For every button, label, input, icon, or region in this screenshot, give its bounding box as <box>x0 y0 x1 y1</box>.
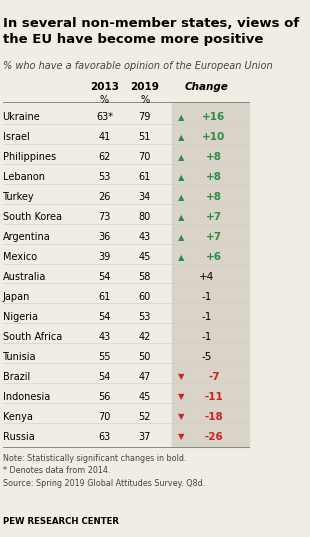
Text: Indonesia: Indonesia <box>2 392 50 402</box>
Text: ▼: ▼ <box>178 373 184 381</box>
Text: 2013: 2013 <box>90 82 119 92</box>
Text: 39: 39 <box>98 252 111 262</box>
Text: 60: 60 <box>139 292 151 302</box>
Text: -11: -11 <box>205 392 223 402</box>
Text: +16: +16 <box>202 112 225 122</box>
Text: 53: 53 <box>139 312 151 322</box>
Text: 61: 61 <box>139 172 151 182</box>
Text: -1: -1 <box>201 332 211 342</box>
Text: ▼: ▼ <box>178 393 184 401</box>
Text: -1: -1 <box>201 292 211 302</box>
Text: +6: +6 <box>206 252 222 262</box>
Text: 50: 50 <box>139 352 151 362</box>
Text: 56: 56 <box>98 392 111 402</box>
Text: 45: 45 <box>139 392 151 402</box>
Text: Brazil: Brazil <box>2 372 30 382</box>
Text: +7: +7 <box>206 232 222 242</box>
Text: Australia: Australia <box>2 272 46 282</box>
Text: Nigeria: Nigeria <box>2 312 38 322</box>
Text: -1: -1 <box>201 312 211 322</box>
Text: ▼: ▼ <box>178 432 184 441</box>
Text: ▲: ▲ <box>178 213 184 222</box>
Text: 52: 52 <box>139 412 151 422</box>
Text: 55: 55 <box>98 352 111 362</box>
Text: ▲: ▲ <box>178 173 184 182</box>
Text: +8: +8 <box>206 153 222 162</box>
Text: ▲: ▲ <box>178 233 184 242</box>
Text: 73: 73 <box>98 212 111 222</box>
Text: Russia: Russia <box>2 432 34 442</box>
Text: 51: 51 <box>139 132 151 142</box>
Text: 47: 47 <box>139 372 151 382</box>
Text: 63: 63 <box>98 432 111 442</box>
Text: ▲: ▲ <box>178 252 184 262</box>
Text: In several non-member states, views of
the EU have become more positive: In several non-member states, views of t… <box>2 17 299 46</box>
Text: 70: 70 <box>98 412 111 422</box>
Text: -7: -7 <box>208 372 220 382</box>
Text: 70: 70 <box>139 153 151 162</box>
Text: +4: +4 <box>199 272 214 282</box>
Text: 42: 42 <box>139 332 151 342</box>
Text: Change: Change <box>184 82 228 92</box>
Text: 63*: 63* <box>96 112 113 122</box>
Text: Philippines: Philippines <box>2 153 55 162</box>
Text: Tunisia: Tunisia <box>2 352 36 362</box>
Text: Argentina: Argentina <box>2 232 50 242</box>
Text: 54: 54 <box>98 272 111 282</box>
Text: Lebanon: Lebanon <box>2 172 45 182</box>
Text: Note: Statistically significant changes in bold.
* Denotes data from 2014.
Sourc: Note: Statistically significant changes … <box>2 454 205 488</box>
Text: 80: 80 <box>139 212 151 222</box>
Text: PEW RESEARCH CENTER: PEW RESEARCH CENTER <box>2 517 118 526</box>
Text: 54: 54 <box>98 372 111 382</box>
Text: 34: 34 <box>139 192 151 202</box>
Text: Mexico: Mexico <box>2 252 37 262</box>
Text: % who have a favorable opinion of the European Union: % who have a favorable opinion of the Eu… <box>2 61 272 71</box>
Text: Japan: Japan <box>2 292 30 302</box>
Text: 62: 62 <box>98 153 111 162</box>
Text: -5: -5 <box>201 352 211 362</box>
Text: %: % <box>100 95 109 105</box>
Text: +8: +8 <box>206 172 222 182</box>
Text: ▲: ▲ <box>178 193 184 202</box>
Text: ▲: ▲ <box>178 113 184 122</box>
Text: ▲: ▲ <box>178 133 184 142</box>
Text: Turkey: Turkey <box>2 192 34 202</box>
Text: 36: 36 <box>98 232 111 242</box>
Text: 26: 26 <box>98 192 111 202</box>
Text: 53: 53 <box>98 172 111 182</box>
Text: -26: -26 <box>205 432 223 442</box>
Text: 45: 45 <box>139 252 151 262</box>
Text: 43: 43 <box>139 232 151 242</box>
Text: South Africa: South Africa <box>2 332 62 342</box>
Text: +10: +10 <box>202 132 225 142</box>
Text: ▼: ▼ <box>178 412 184 422</box>
Text: Ukraine: Ukraine <box>2 112 40 122</box>
Text: Israel: Israel <box>2 132 29 142</box>
Text: 2019: 2019 <box>130 82 159 92</box>
Text: 54: 54 <box>98 312 111 322</box>
Text: +8: +8 <box>206 192 222 202</box>
Text: +7: +7 <box>206 212 222 222</box>
Text: Kenya: Kenya <box>2 412 32 422</box>
Text: 41: 41 <box>98 132 111 142</box>
Text: ▲: ▲ <box>178 153 184 162</box>
Text: 58: 58 <box>139 272 151 282</box>
Text: 43: 43 <box>98 332 111 342</box>
Text: 79: 79 <box>139 112 151 122</box>
Text: 37: 37 <box>139 432 151 442</box>
Text: %: % <box>140 95 149 105</box>
Text: -18: -18 <box>205 412 223 422</box>
Text: South Korea: South Korea <box>2 212 61 222</box>
Text: 61: 61 <box>98 292 111 302</box>
